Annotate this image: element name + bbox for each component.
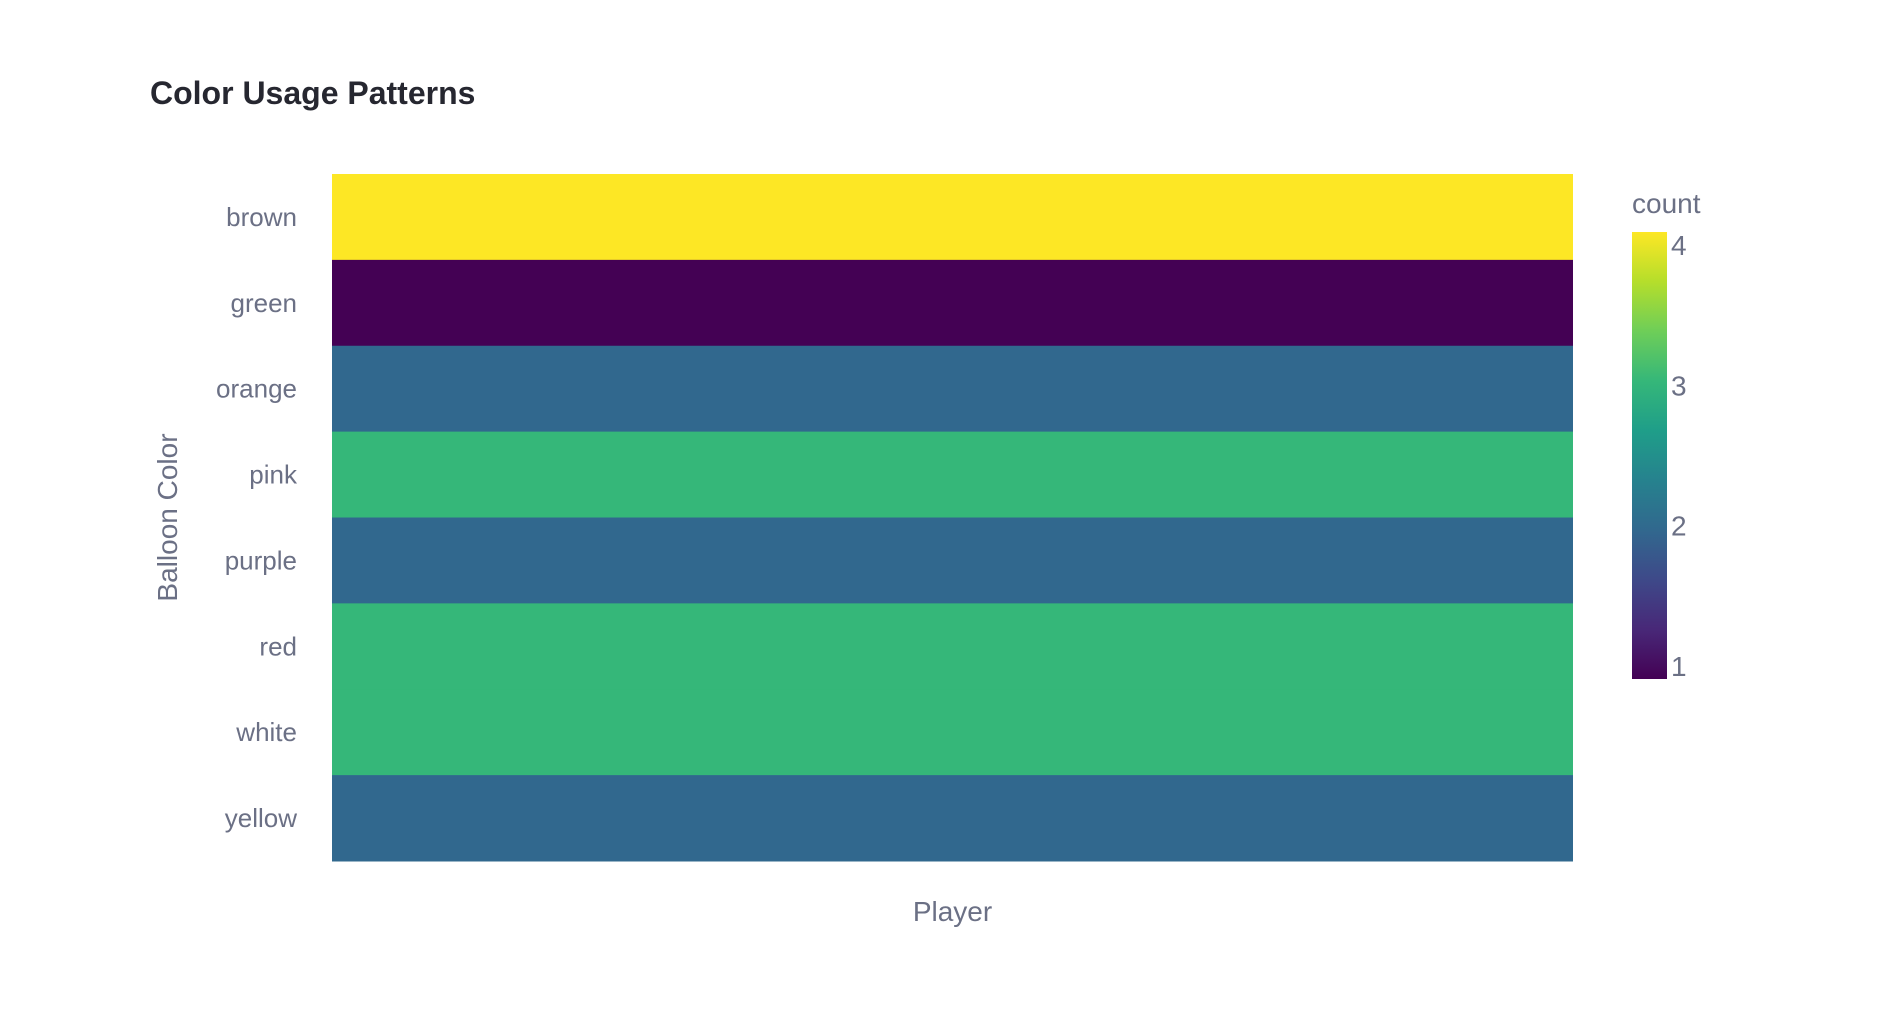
y-tick-label: purple	[225, 545, 297, 575]
y-tick-label: brown	[226, 202, 297, 232]
y-tick-label: red	[259, 631, 297, 661]
heatmap-plot-area	[332, 174, 1573, 862]
heatmap-cell-green[interactable]	[332, 259, 1573, 347]
y-tick-label: orange	[216, 374, 297, 404]
y-tick-label: pink	[249, 460, 298, 490]
heatmap-cell-orange[interactable]	[332, 345, 1573, 433]
y-tick-label: green	[231, 288, 298, 318]
y-tick-label: yellow	[225, 803, 297, 833]
colorbar-tick-label: 1	[1671, 651, 1687, 682]
y-tick-label: white	[235, 717, 297, 747]
x-axis-title: Player	[913, 896, 992, 927]
colorbar-tick-label: 2	[1671, 511, 1687, 542]
colorbar-tick-label: 3	[1671, 370, 1687, 401]
y-axis-title: Balloon Color	[152, 433, 183, 601]
heatmap-cell-yellow[interactable]	[332, 775, 1573, 862]
heatmap-cell-purple[interactable]	[332, 517, 1573, 604]
heatmap-cell-white[interactable]	[332, 689, 1573, 776]
colorbar-tick-label: 4	[1671, 230, 1687, 261]
heatmap-cell-brown[interactable]	[332, 174, 1573, 261]
y-axis-ticks: brown green orange pink purple red white yellow	[216, 202, 298, 833]
colorbar: count 1 2 3 4	[1632, 188, 1701, 682]
heatmap-cell-pink[interactable]	[332, 431, 1573, 518]
colorbar-gradient	[1632, 232, 1667, 679]
colorbar-title: count	[1632, 188, 1701, 219]
heatmap-cell-red[interactable]	[332, 603, 1573, 690]
chart-title: Color Usage Patterns	[150, 75, 476, 111]
